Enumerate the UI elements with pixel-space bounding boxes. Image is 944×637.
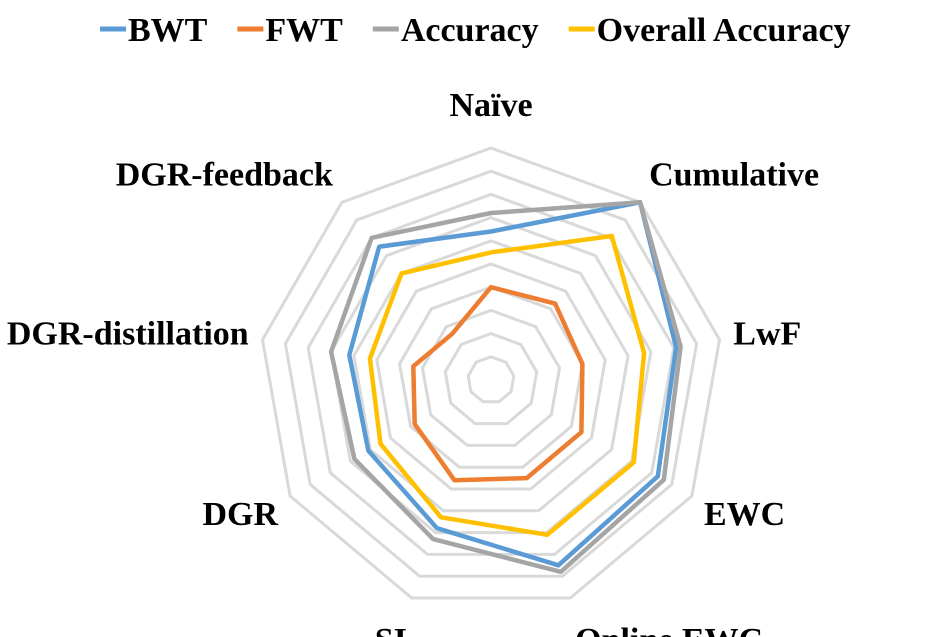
axis-label-cumulative: Cumulative <box>649 157 819 194</box>
grid-ring-6 <box>352 239 630 513</box>
grid-ring-5 <box>375 262 607 491</box>
legend-label-accuracy: Accuracy <box>401 12 539 49</box>
grid-ring-3 <box>420 308 562 447</box>
legend-item-overall-accuracy: Overall Accuracy <box>568 12 851 49</box>
series-line-accuracy <box>328 200 683 575</box>
legend-label-overall-accuracy: Overall Accuracy <box>597 12 851 49</box>
grid-ring-8 <box>306 192 676 556</box>
legend-label-fwt: FWT <box>265 12 343 49</box>
grid-ring-4 <box>398 285 584 469</box>
axis-label-ewc: EWC <box>704 496 785 533</box>
axis-label-dgr: DGR <box>202 496 278 533</box>
legend-item-bwt: BWT <box>100 12 208 49</box>
axis-label-dgr-feedback: DGR-feedback <box>116 157 333 194</box>
grid-ring-7 <box>329 216 653 535</box>
series-line-fwt <box>411 284 585 483</box>
grid-ring-1 <box>466 355 516 404</box>
axis-label-si: SI <box>375 622 407 637</box>
axis-labels: Naïve Cumulative LwF EWC Online EWC SI DGR DGR-… <box>7 87 819 637</box>
grid-ring-2 <box>443 332 539 426</box>
legend: BWT FWT Accuracy Overall Accuracy <box>100 12 851 49</box>
radar-grid <box>260 146 722 600</box>
legend-item-fwt: FWT <box>237 12 343 49</box>
series-line-bwt <box>347 200 679 568</box>
series-lines <box>328 200 683 575</box>
legend-label-bwt: BWT <box>128 12 208 49</box>
series-line-overall-accuracy <box>367 233 647 538</box>
grid-ring-10 <box>260 146 722 600</box>
axis-label-naive: Naïve <box>449 87 532 124</box>
axis-label-lwf: LwF <box>733 316 801 353</box>
axis-label-online-ewc: Online EWC <box>575 622 763 637</box>
axis-label-dgr-distillation: DGR-distillation <box>7 316 249 353</box>
legend-item-accuracy: Accuracy <box>372 12 539 49</box>
